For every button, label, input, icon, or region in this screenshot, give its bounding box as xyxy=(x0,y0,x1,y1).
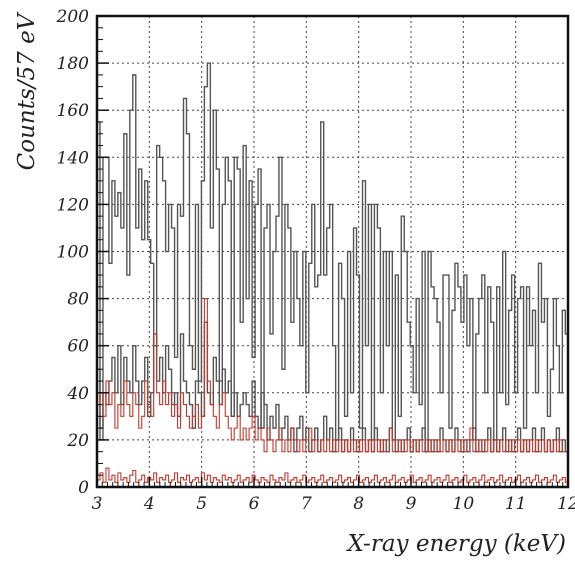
y-tick-labels: 0 20 40 60 80 100 120 140 160 180 200 xyxy=(56,7,90,498)
x-tick-label: 12 xyxy=(557,494,575,514)
y-tick-label: 20 xyxy=(66,431,89,451)
y-tick-label: 40 xyxy=(66,384,89,404)
histogram-series-4 xyxy=(97,467,568,483)
x-tick-label: 9 xyxy=(406,494,417,514)
x-tick-label: 5 xyxy=(196,494,207,514)
x-tick-labels: 3 4 5 6 7 8 9 10 11 12 xyxy=(92,494,575,514)
histogram-series-3 xyxy=(97,298,566,453)
y-tick-label: 100 xyxy=(57,243,90,263)
x-tick-label: 4 xyxy=(143,494,155,514)
y-tick-label: 120 xyxy=(57,195,90,215)
y-axis-title: Counts/57 eV xyxy=(14,11,40,170)
x-tick-label: 7 xyxy=(301,494,312,514)
y-tick-label: 80 xyxy=(67,290,89,310)
axis-ticks xyxy=(96,15,569,488)
histogram-series xyxy=(97,62,568,483)
y-tick-label: 60 xyxy=(67,337,89,357)
y-tick-label: 160 xyxy=(57,101,90,121)
y-tick-label: 200 xyxy=(56,7,90,27)
x-tick-label: 8 xyxy=(353,494,364,514)
x-tick-label: 11 xyxy=(505,494,527,514)
x-tick-label: 3 xyxy=(92,494,103,514)
x-tick-label: 10 xyxy=(453,494,475,514)
y-tick-label: 0 xyxy=(78,478,89,498)
x-axis-title: X-ray energy (keV) xyxy=(346,531,567,557)
x-tick-label: 6 xyxy=(249,494,260,514)
y-tick-label: 180 xyxy=(57,54,90,74)
y-tick-label: 140 xyxy=(57,148,90,168)
histogram-series-1 xyxy=(97,62,568,453)
